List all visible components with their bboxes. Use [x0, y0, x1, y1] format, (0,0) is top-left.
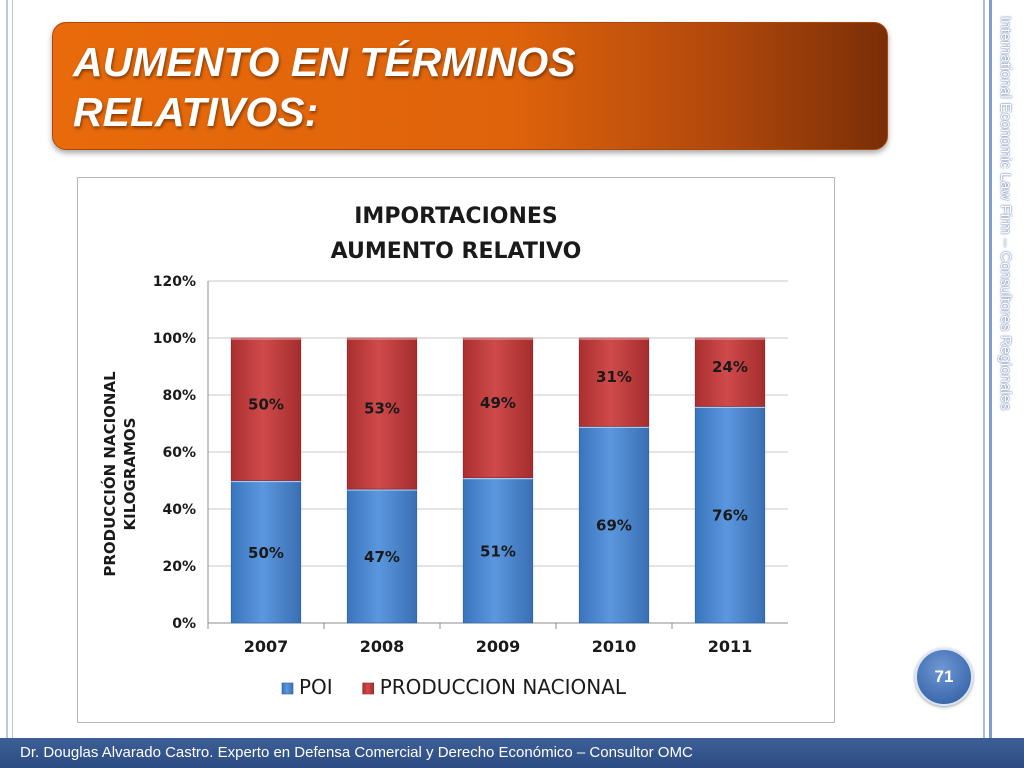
data-label: 49% [480, 394, 516, 412]
data-label: 50% [248, 544, 284, 562]
legend-swatch [362, 682, 375, 695]
x-tick-label: 2008 [360, 637, 405, 656]
bar-segment-poi [230, 480, 302, 624]
data-label: 31% [596, 368, 632, 386]
data-label: 51% [480, 542, 516, 560]
footer-bar: Dr. Douglas Alvarado Castro. Experto en … [0, 738, 1024, 768]
chart-title-line-2: AUMENTO RELATIVO [331, 239, 582, 264]
slide-title: AUMENTO EN TÉRMINOS RELATIVOS: [73, 39, 576, 135]
y-tick-label: 0% [172, 616, 196, 632]
x-tick-label: 2010 [592, 637, 637, 656]
x-tick-label: 2007 [244, 637, 289, 656]
data-label: 24% [712, 358, 748, 376]
data-label: 69% [596, 517, 632, 535]
data-label: 53% [364, 400, 400, 418]
bars [230, 337, 766, 624]
bar-segment-nacional [230, 337, 302, 481]
footer-text: Dr. Douglas Alvarado Castro. Experto en … [20, 744, 693, 761]
y-tick-label: 20% [162, 559, 196, 575]
left-border-line [12, 0, 13, 738]
legend: POI PRODUCCION NACIONAL [281, 675, 627, 699]
y-tick-label: 60% [162, 445, 196, 461]
data-labels: 50% 50% 47% 53% 51% 49% 69% 31% 76% 24% [248, 358, 748, 566]
bar-segment-nacional [462, 337, 534, 478]
y-tick-label: 40% [162, 502, 196, 518]
title-banner: AUMENTO EN TÉRMINOS RELATIVOS: [52, 22, 888, 150]
bar-segment-poi [462, 477, 534, 624]
y-tick-label: 100% [153, 331, 196, 347]
data-label: 76% [712, 507, 748, 525]
chart-title-line-1: IMPORTACIONES [354, 204, 558, 229]
y-axis-label-line-2: KILOGRAMOS [121, 418, 139, 531]
bar-segment-nacional [578, 337, 650, 427]
bar-segment-poi [578, 426, 650, 624]
y-tick-label: 120% [153, 274, 196, 290]
bar-segment-nacional [694, 337, 766, 407]
legend-label: POI [299, 675, 333, 699]
legend-label: PRODUCCION NACIONAL [380, 675, 627, 699]
y-tick-label: 80% [162, 388, 196, 404]
page-number-badge: 71 [915, 648, 973, 706]
bar-segment-poi [346, 488, 418, 624]
legend-swatch [281, 682, 294, 695]
stacked-bar-chart: 0% 20% 40% 60% 80% 100% 120% 2007 2008 2009 2010 20… [100, 204, 788, 699]
axes: 0% 20% 40% 60% 80% 100% 120% 2007 2008 2009 2010 20… [153, 274, 788, 656]
side-firm-name: International Economic Law Firm – Consul… [997, 16, 1014, 411]
data-label: 50% [248, 395, 284, 413]
left-border-line [6, 0, 8, 738]
bar-segment-nacional [346, 337, 418, 490]
data-label: 47% [364, 548, 400, 566]
chart-frame: 0% 20% 40% 60% 80% 100% 120% 2007 2008 2009 2010 20… [77, 177, 835, 723]
right-side-band [980, 0, 1024, 738]
x-tick-label: 2011 [708, 637, 753, 656]
x-tick-label: 2009 [476, 637, 521, 656]
y-axis-label-line-1: PRODUCCIÓN NACIONAL [100, 371, 119, 577]
